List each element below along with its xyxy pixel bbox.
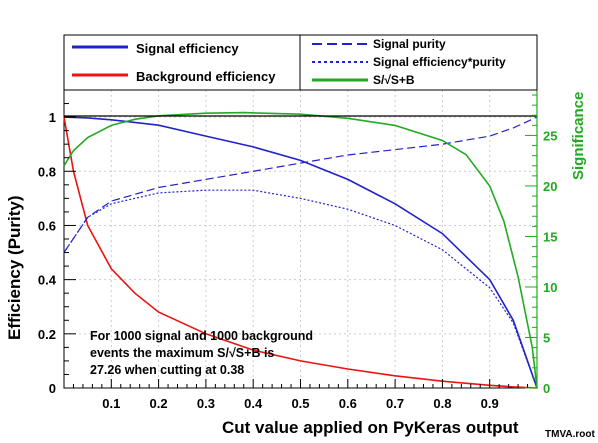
legend-label-signal-purity: Signal purity	[373, 37, 446, 51]
x-tick-label: 0.4	[244, 396, 263, 411]
annotation-line-3: 27.26 when cutting at 0.38	[90, 363, 244, 377]
series-line-0	[63, 116, 538, 389]
x-tick-label: 0.9	[481, 396, 499, 411]
y-tick-label-right: 0	[543, 381, 550, 396]
y-tick-label-right: 10	[543, 280, 557, 295]
x-tick-label: 0.8	[433, 396, 451, 411]
y-axis-label-right: Significance	[570, 92, 587, 180]
axis-ticks: 0.1 0.2 0.3 0.4 0.5 0.6 0.7 0.8 0.9 0 0.2 0.4 0.6 0.8…	[38, 94, 557, 411]
grid	[64, 90, 537, 388]
y-tick-label-right: 15	[543, 229, 557, 244]
series-line-3	[63, 189, 538, 389]
y-tick-label-left: 0	[49, 381, 56, 396]
series-line-1	[63, 116, 538, 389]
x-tick-label: 0.2	[150, 396, 168, 411]
legend-label-eff-purity: Signal efficiency*purity	[373, 55, 506, 69]
annotation-line-1: For 1000 signal and 1000 background	[90, 329, 313, 343]
series-line-2	[63, 116, 538, 253]
x-tick-label: 0.5	[291, 396, 309, 411]
y-tick-label-right: 20	[543, 179, 557, 194]
legend-label-background-eff: Background efficiency	[136, 69, 276, 84]
x-tick-label: 0.1	[102, 396, 120, 411]
x-tick-label: 0.7	[386, 396, 404, 411]
x-axis-label: Cut value applied on PyKeras output	[222, 418, 519, 437]
x-axis-label-suffix: TMVA.root	[545, 429, 595, 440]
legend-label-signal-eff: Signal efficiency	[136, 41, 239, 56]
y-tick-label-right: 25	[543, 128, 557, 143]
y-tick-label-left: 0.8	[38, 164, 56, 179]
annotation-line-2: events the maximum S/√S+B is	[90, 346, 274, 360]
y-tick-label-right: 5	[543, 330, 550, 345]
y-axis-label-left: Efficiency (Purity)	[5, 195, 24, 340]
y-tick-label-left: 0.2	[38, 327, 56, 342]
x-tick-label: 0.6	[339, 396, 357, 411]
x-tick-label: 0.3	[197, 396, 215, 411]
y-tick-label-left: 0.6	[38, 218, 56, 233]
y-tick-label-left: 1	[49, 110, 56, 125]
y-tick-label-left: 0.4	[38, 273, 57, 288]
plot-area	[63, 89, 538, 389]
legend-label-significance: S/√S+B	[373, 73, 415, 87]
